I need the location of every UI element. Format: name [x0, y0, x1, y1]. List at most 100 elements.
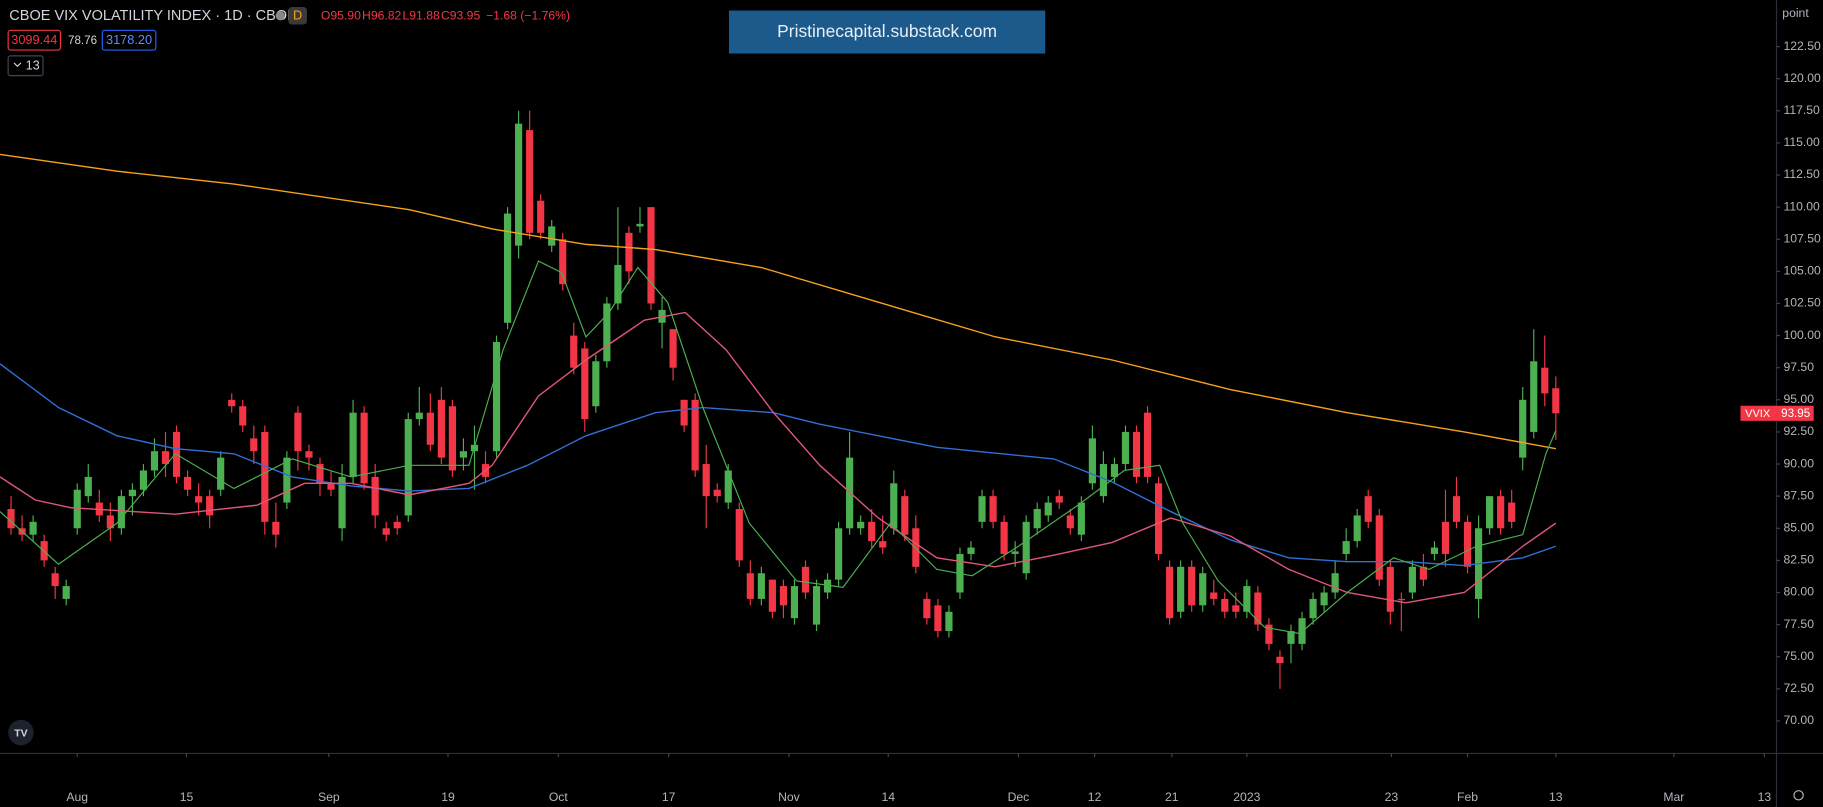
candle-body: [1000, 521, 1008, 554]
candle-body: [62, 586, 70, 599]
x-tick-label: 13: [1758, 790, 1772, 804]
moving-average-line: [0, 153, 1556, 450]
candle-body: [1254, 592, 1262, 625]
candle-body: [448, 406, 456, 471]
candle-body: [29, 521, 37, 535]
candle-body: [1044, 502, 1052, 516]
candle-body: [1022, 521, 1030, 574]
x-tick-label: 21: [1165, 790, 1179, 804]
candle-body: [1375, 515, 1383, 580]
candle-body: [382, 528, 390, 535]
indicator-toggle[interactable]: 13: [26, 58, 40, 73]
candle-body: [338, 476, 346, 529]
candle-body: [1210, 592, 1218, 599]
candle-body: [1353, 515, 1361, 542]
candle-body: [835, 528, 843, 580]
indicator-value: 78.76: [68, 34, 97, 47]
candle-body: [1221, 598, 1229, 612]
candle-body: [823, 579, 832, 593]
x-tick-label: 17: [662, 790, 676, 804]
x-tick-label: Mar: [1663, 790, 1684, 804]
chart-title: CBOE VIX VOLATILITY INDEX · 1D · CBOE: [9, 8, 297, 24]
y-tick-label: 90.00: [1783, 456, 1814, 470]
candle-body: [1430, 547, 1439, 554]
candle-body: [570, 335, 578, 368]
candle-body: [161, 451, 170, 465]
x-tick-label: 15: [180, 790, 194, 804]
candle-body: [868, 521, 876, 542]
candle-body: [1177, 566, 1185, 612]
candle-body: [239, 406, 247, 426]
x-tick-label: 19: [441, 790, 455, 804]
x-tick-label: 12: [1088, 790, 1102, 804]
watermark: Pristinecapital.substack.com: [777, 21, 997, 41]
y-tick-label: 102.50: [1783, 296, 1820, 310]
last-price-tag: [1740, 405, 1814, 421]
candle-body: [790, 586, 799, 619]
candle-body: [117, 496, 125, 529]
y-tick-label: 107.50: [1783, 231, 1820, 245]
candle-body: [735, 509, 743, 561]
header-values: O95.90 H96.82 L91.88 C93.95 −1.68 (−1.76%): [321, 9, 570, 23]
candle-body: [857, 521, 865, 529]
candle-body: [603, 303, 611, 362]
last-price-label: 93.95: [1781, 407, 1810, 420]
candle-body: [217, 457, 225, 490]
logo-text: TV: [14, 728, 27, 739]
candle-body: [1188, 566, 1196, 606]
settings-icon[interactable]: [1793, 790, 1804, 801]
candle-body: [515, 123, 523, 246]
y-tick-label: 122.50: [1783, 39, 1820, 53]
x-tick-label: Nov: [778, 790, 801, 804]
candle-body: [1232, 605, 1240, 612]
x-tick-label: Aug: [66, 790, 88, 804]
x-tick-label: Dec: [1008, 790, 1030, 804]
indicator-box: [7, 29, 62, 51]
candle-body: [404, 419, 412, 516]
indicator-toggle-box[interactable]: [7, 55, 44, 77]
y-tick-label: 95.00: [1783, 392, 1814, 406]
candle-body: [316, 464, 324, 484]
candle-body: [206, 496, 214, 516]
candle-body: [779, 586, 788, 606]
watermark-box: [728, 10, 1046, 54]
candle-body: [1419, 566, 1427, 580]
candle-body: [305, 451, 313, 458]
candle-body: [879, 541, 887, 548]
candle-body: [702, 464, 710, 497]
candle-body: [415, 412, 423, 420]
indicator-value: 3099.44: [11, 32, 57, 47]
x-tick-label: Feb: [1457, 790, 1478, 804]
candle-body: [327, 483, 335, 490]
x-tick-label: 2023: [1233, 790, 1260, 804]
candle-body: [1132, 431, 1141, 477]
moving-average-line: [0, 260, 1557, 635]
candle-body: [1530, 361, 1538, 432]
candle-body: [228, 399, 236, 407]
candle-body: [1386, 566, 1394, 612]
candle-body: [1066, 515, 1074, 529]
candle-body: [1364, 496, 1372, 522]
candle-body: [1552, 388, 1560, 414]
y-tick-label: 112.50: [1783, 167, 1820, 181]
y-tick-label: 120.00: [1783, 71, 1820, 85]
moving-average-line: [0, 311, 1557, 604]
x-tick-label: Oct: [549, 790, 569, 804]
candle-body: [150, 451, 159, 471]
candle-body: [1199, 573, 1207, 606]
candle-body: [548, 226, 556, 246]
y-tick-label: 87.50: [1783, 488, 1814, 502]
candle-body: [1397, 598, 1405, 601]
candle-body: [768, 579, 776, 612]
candle-body: [272, 521, 280, 535]
y-tick-label: 100.00: [1783, 328, 1820, 342]
candle-body: [1497, 496, 1505, 529]
candle-body: [84, 476, 92, 497]
chevron-icon: [13, 62, 22, 68]
y-tick-label: 85.00: [1783, 520, 1814, 534]
candle-body: [912, 528, 920, 567]
candle-body: [250, 438, 258, 452]
candle-body: [1154, 483, 1163, 554]
header-value: −1.68 (−1.76%): [486, 9, 570, 23]
